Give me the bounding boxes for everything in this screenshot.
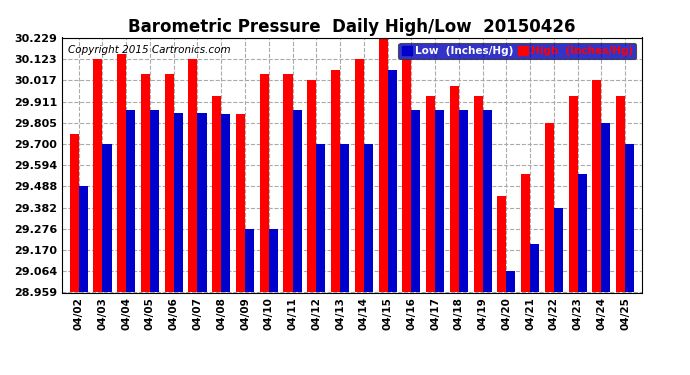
Bar <box>79 186 88 292</box>
Bar <box>459 110 468 292</box>
Bar <box>284 74 293 292</box>
Bar <box>117 54 126 292</box>
Bar <box>141 74 150 292</box>
Bar <box>340 144 349 292</box>
Bar <box>554 208 563 292</box>
Bar <box>70 134 79 292</box>
Bar <box>126 110 135 292</box>
Bar <box>569 96 578 292</box>
Bar <box>93 59 103 292</box>
Bar <box>435 110 444 292</box>
Legend: Low  (Inches/Hg), High  (Inches/Hg): Low (Inches/Hg), High (Inches/Hg) <box>399 43 636 59</box>
Bar <box>497 196 506 292</box>
Bar <box>307 80 316 292</box>
Bar <box>355 59 364 292</box>
Bar <box>482 110 491 292</box>
Bar <box>592 80 601 292</box>
Bar <box>103 144 112 292</box>
Bar <box>150 110 159 292</box>
Title: Barometric Pressure  Daily High/Low  20150426: Barometric Pressure Daily High/Low 20150… <box>128 18 575 36</box>
Bar <box>506 272 515 292</box>
Bar <box>331 70 340 292</box>
Bar <box>625 144 634 292</box>
Bar <box>616 96 625 292</box>
Bar <box>473 96 482 292</box>
Bar <box>293 110 302 292</box>
Bar <box>259 74 269 292</box>
Bar <box>269 229 278 292</box>
Bar <box>411 110 420 292</box>
Bar <box>450 86 459 292</box>
Bar <box>236 114 245 292</box>
Bar <box>402 59 411 292</box>
Bar <box>245 229 254 292</box>
Bar <box>601 123 611 292</box>
Bar <box>426 96 435 292</box>
Bar <box>316 144 325 292</box>
Bar <box>578 174 586 292</box>
Bar <box>188 59 197 292</box>
Bar <box>521 174 530 292</box>
Bar <box>213 96 221 292</box>
Bar <box>221 114 230 292</box>
Bar <box>530 244 539 292</box>
Bar <box>379 38 388 292</box>
Bar <box>364 144 373 292</box>
Bar <box>388 70 397 292</box>
Bar <box>165 74 174 292</box>
Bar <box>545 123 554 292</box>
Bar <box>174 113 183 292</box>
Bar <box>197 113 206 292</box>
Text: Copyright 2015 Cartronics.com: Copyright 2015 Cartronics.com <box>68 45 230 55</box>
